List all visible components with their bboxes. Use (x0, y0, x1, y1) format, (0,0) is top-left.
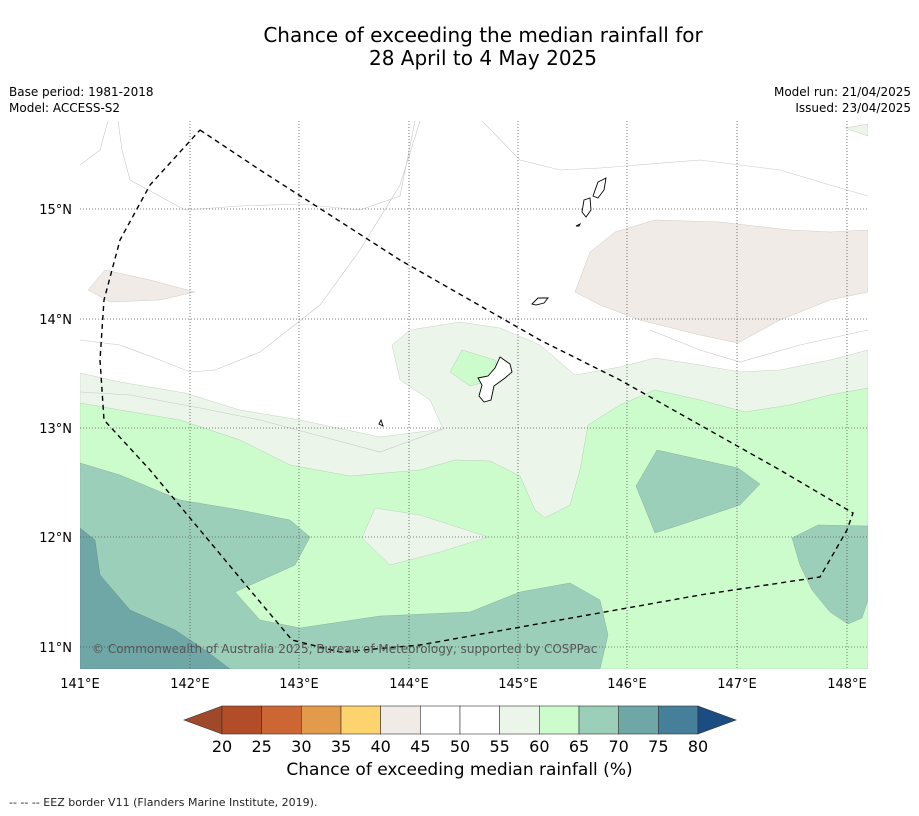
colorbar-segment (261, 705, 302, 735)
colorbar-tick-label: 30 (291, 737, 312, 756)
region-65-70-southeast (791, 524, 868, 625)
colorbar-tick-label: 55 (489, 737, 510, 756)
colorbar-tick-label: 60 (529, 737, 550, 756)
colorbar-tick-label: 80 (687, 737, 709, 756)
lon-label: 143°E (279, 677, 319, 692)
latitude-labels: 15°N 14°N 13°N 12°N 11°N (39, 203, 72, 656)
colorbar-tick-label: 75 (648, 737, 669, 756)
colorbar-extend-low (183, 705, 223, 735)
contour-lines (80, 121, 868, 453)
colorbar (183, 705, 737, 735)
saipan-island (592, 177, 607, 199)
colorbar-segment (459, 705, 500, 735)
tinian-island (581, 197, 592, 218)
colorbar-tick-label: 65 (568, 737, 590, 756)
colorbar-tick-label: 35 (330, 737, 352, 756)
colorbar-segment (420, 705, 461, 735)
colorbar-tick-label: 25 (251, 737, 272, 756)
lon-label: 148°E (827, 677, 867, 692)
colorbar-segment (340, 705, 381, 735)
eez-footnote: -- -- -- EEZ border V11 (Flanders Marine… (9, 796, 318, 809)
colorbar-segment (578, 705, 619, 735)
map-plot-area: © Commonwealth of Australia 2025, Bureau… (80, 121, 868, 669)
aguijan-island (575, 222, 582, 227)
base-period: Base period: 1981-2018 (9, 85, 154, 99)
colorbar-tick-label: 20 (211, 737, 233, 756)
colorbar-extend-high (697, 705, 737, 735)
colorbar-tick-label: 70 (608, 737, 629, 756)
rota-island (531, 297, 549, 306)
region-40-45-ne-corner (844, 123, 868, 137)
lat-label: 11°N (39, 641, 72, 656)
guam-island (477, 356, 513, 403)
region-70-75-southwest (80, 527, 231, 669)
colorbar-segment (499, 705, 540, 735)
eez-border (99, 129, 854, 653)
meta-left: Base period: 1981-2018 Model: ACCESS-S2 (9, 84, 154, 116)
colorbar-tick-label: 40 (370, 737, 391, 756)
meta-right: Model run: 21/04/2025 Issued: 23/04/2025 (774, 84, 911, 116)
lon-label: 147°E (717, 677, 757, 692)
lat-label: 13°N (39, 422, 72, 437)
region-40-45-northeast (574, 219, 868, 344)
region-55-60-pocket (361, 507, 489, 566)
colorbar-segment (301, 705, 342, 735)
colorbar-segment (380, 705, 421, 735)
colorbar-segment (658, 705, 699, 735)
small-island-west (378, 418, 384, 427)
lat-label: 12°N (39, 531, 72, 546)
lon-label: 146°E (607, 677, 647, 692)
islands (378, 177, 607, 427)
model-run: Model run: 21/04/2025 (773, 85, 911, 99)
longitude-labels: 141°E 142°E 143°E 144°E 145°E 146°E 147°… (60, 677, 867, 692)
lat-label: 14°N (39, 313, 72, 328)
region-40-45-west (87, 269, 196, 303)
colorbar-segment (539, 705, 580, 735)
lon-label: 141°E (60, 677, 100, 692)
lon-label: 145°E (498, 677, 538, 692)
colorbar-tick-label: 50 (449, 737, 471, 756)
model-name: Model: ACCESS-S2 (9, 101, 121, 115)
region-65-70-southwest (80, 462, 609, 669)
lon-label: 144°E (389, 677, 429, 692)
region-65-70-east (635, 449, 761, 534)
colorbar-tick-label: 45 (410, 737, 431, 756)
colorbar-segment (221, 705, 262, 735)
map-title-line1: Chance of exceeding the median rainfall … (263, 23, 703, 47)
colorbar-segment (618, 705, 659, 735)
copyright-notice: © Commonwealth of Australia 2025, Bureau… (92, 642, 597, 656)
map-title-line2: 28 April to 4 May 2025 (369, 46, 597, 70)
issued-date: Issued: 23/04/2025 (795, 101, 911, 115)
graticule (80, 121, 868, 669)
lon-label: 142°E (170, 677, 210, 692)
colorbar-title: Chance of exceeding median rainfall (%) (286, 760, 633, 780)
lat-label: 15°N (39, 203, 72, 218)
